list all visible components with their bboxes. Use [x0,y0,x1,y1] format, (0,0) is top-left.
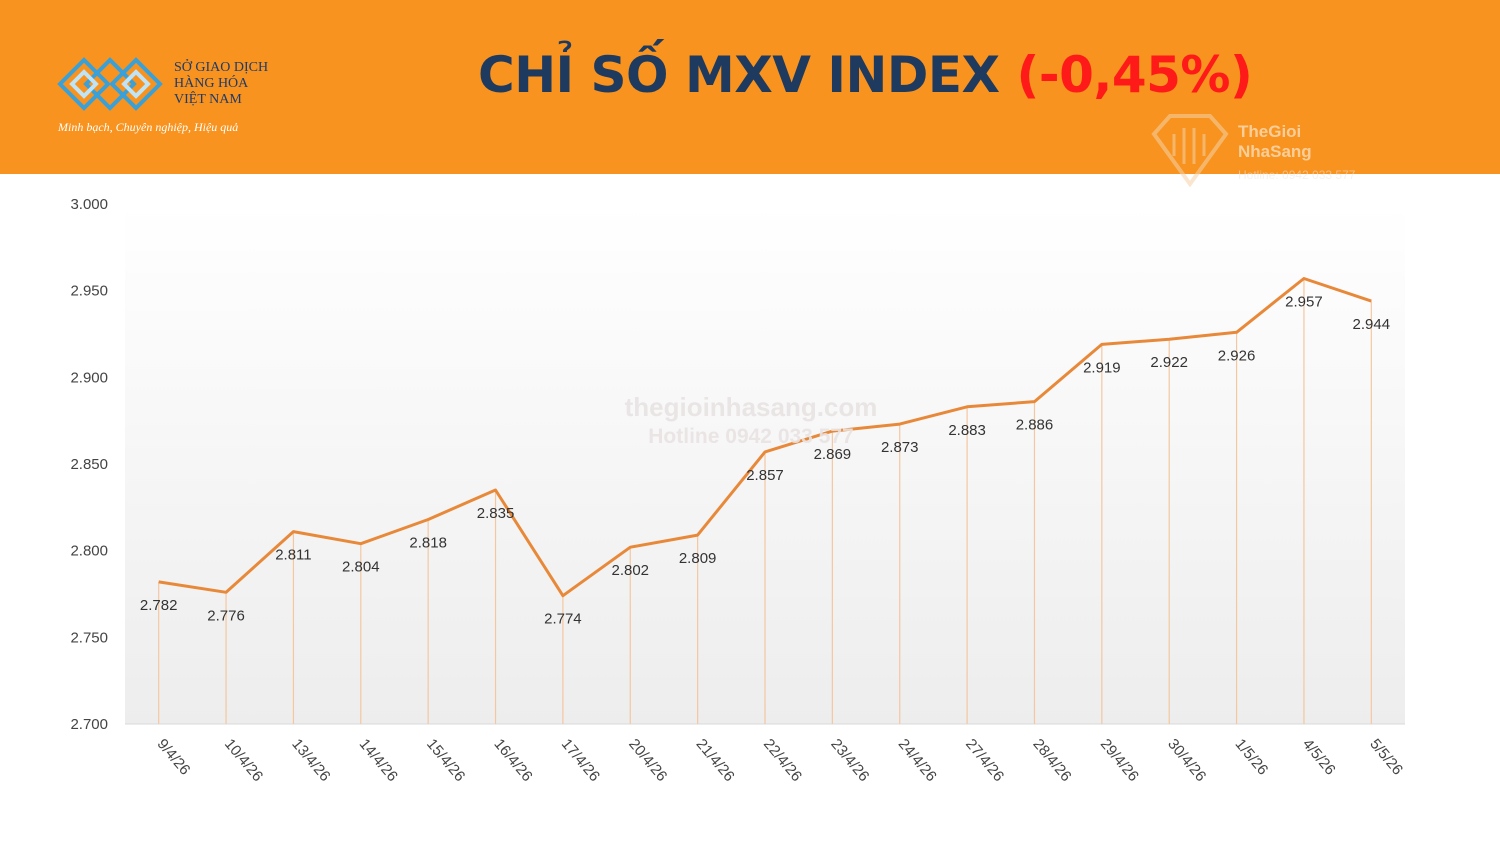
page-title: CHỈ SỐ MXV INDEX (-0,45%) [478,46,1253,104]
data-label: 2.776 [207,607,245,624]
data-label: 2.926 [1218,347,1256,364]
x-tick-label: 24/4/26 [895,736,940,785]
x-tick-label: 17/4/26 [558,736,603,785]
series-line [158,277,1372,598]
data-labels: 2.782 2.776 2.811 2.804 2.818 2.835 2.774 2.802… [140,294,1390,628]
x-tick-label: 1/5/26 [1232,736,1272,779]
data-label: 2.886 [1016,417,1054,434]
site-watermark-url: thegioinhasang.com [624,392,878,422]
data-label: 2.922 [1150,354,1188,371]
x-tick-label: 30/4/26 [1164,736,1209,785]
exchange-name-line-3: VIỆT NAM [174,92,242,107]
data-label: 2.919 [1083,359,1121,376]
mxv-index-line-chart: 2.700 2.750 2.800 2.850 2.900 2.950 3.000 2.78… [70,196,1406,785]
x-tick-label: 14/4/26 [356,736,401,785]
exchange-slogan: Minh bạch, Chuyên nghiệp, Hiệu quả [58,120,239,134]
x-tick-label: 10/4/26 [221,736,266,785]
x-tick-label: 16/4/26 [490,736,535,785]
data-label: 2.869 [814,446,852,463]
drop-lines [158,278,1372,724]
data-label: 2.873 [881,439,919,456]
data-label: 2.782 [140,597,178,614]
data-label: 2.857 [746,467,784,484]
x-axis-labels: 9/4/26 10/4/26 13/4/26 14/4/26 15/4/26 16/4/2… [154,736,1406,785]
exchange-name-line-2: HÀNG HÓA [174,76,249,91]
exchange-logo: SỞ GIAO DỊCH HÀNG HÓA VIỆT NAM Minh bạch… [56,54,286,144]
mxv-logo-icon [57,57,163,111]
y-axis-ticks: 2.700 2.750 2.800 2.850 2.900 2.950 3.000 [70,196,108,733]
x-tick-label: 4/5/26 [1299,736,1339,779]
x-tick-label: 28/4/26 [1029,736,1074,785]
data-label: 2.957 [1285,294,1323,311]
x-tick-label: 9/4/26 [154,736,194,779]
data-label: 2.835 [477,505,515,522]
data-label: 2.809 [679,550,717,567]
title-change: (-0,45%) [1016,46,1253,104]
data-label: 2.883 [948,422,986,439]
data-label: 2.774 [544,611,582,628]
header-banner: SỞ GIAO DỊCH HÀNG HÓA VIỆT NAM Minh bạch… [0,0,1500,188]
y-tick-label: 2.800 [70,543,108,560]
x-tick-label: 22/4/26 [760,736,805,785]
x-tick-label: 13/4/26 [288,736,333,785]
x-tick-label: 15/4/26 [423,736,468,785]
data-label: 2.818 [409,534,447,551]
data-label: 2.811 [275,547,311,564]
data-label: 2.802 [611,562,649,579]
x-tick-label: 20/4/26 [625,736,670,785]
y-tick-label: 2.850 [70,456,108,473]
x-tick-label: 23/4/26 [827,736,872,785]
y-tick-label: 3.000 [70,196,108,213]
brand-watermark: TheGioi NhaSang Hotline: 0942 033 577 [1148,112,1388,190]
diamond-logo-icon [1151,114,1229,188]
y-tick-label: 2.900 [70,369,108,386]
y-tick-label: 2.700 [70,716,108,733]
x-tick-label: 29/4/26 [1097,736,1142,785]
y-tick-label: 2.750 [70,629,108,646]
data-label: 2.804 [342,559,380,576]
data-label: 2.944 [1353,316,1391,333]
exchange-name: SỞ GIAO DỊCH HÀNG HÓA VIỆT NAM [174,60,268,108]
site-watermark-hotline: Hotline 0942 033 577 [648,425,854,448]
watermark-hotline: Hotline: 0942 033 577 [1238,168,1356,182]
site-watermark: thegioinhasang.com Hotline 0942 033 577 [616,392,886,452]
x-tick-label: 21/4/26 [693,736,738,785]
x-tick-label: 27/4/26 [962,736,1007,785]
exchange-name-line-1: SỞ GIAO DỊCH [174,60,269,75]
watermark-brand: TheGioi NhaSang [1238,122,1312,162]
y-tick-label: 2.950 [70,283,108,300]
watermark-brand-line-1: TheGioi [1238,122,1302,141]
watermark-brand-line-2: NhaSang [1238,142,1312,161]
x-tick-label: 5/5/26 [1366,736,1406,779]
title-text: CHỈ SỐ MXV INDEX [478,46,1000,104]
